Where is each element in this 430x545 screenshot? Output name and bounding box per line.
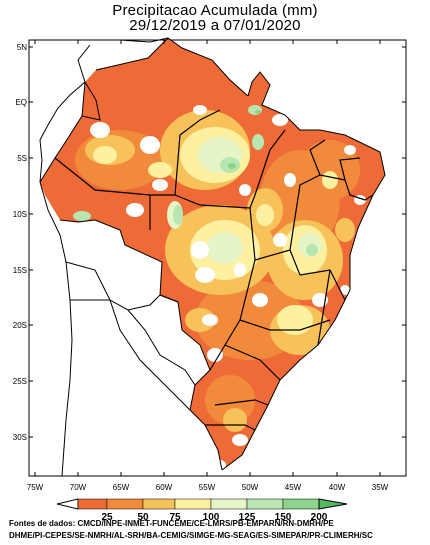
country-borders	[39, 37, 386, 477]
colorbar: 25 50 75 100 125 150 200	[56, 498, 348, 523]
data-sources-line-1: Fontes de dados: CMCD/INPE-INMET-FUNCEME…	[9, 519, 334, 528]
colorbar-tick-label: 150	[275, 512, 292, 523]
colorbar-tick-label: 75	[169, 512, 181, 523]
longitude-labels: 75W 70W 65W 60W 55W 50W 45W 40W 35W	[27, 483, 389, 492]
lon-label: 70W	[70, 483, 87, 492]
colorbar-bin	[210, 498, 248, 510]
lat-label: 5S	[17, 154, 27, 163]
lon-label: 35W	[372, 483, 389, 492]
colorbar-bin	[282, 498, 320, 510]
lat-label: 25S	[13, 377, 27, 386]
colorbar-bin	[106, 498, 144, 510]
latitude-labels: 5N EQ 5S 10S 15S 20S 25S 30S	[13, 43, 27, 442]
colorbar-tick-label: 125	[239, 512, 256, 523]
colorbar-bin	[142, 498, 176, 510]
colorbar-bin	[77, 498, 108, 510]
lat-label: 5N	[17, 43, 27, 52]
lon-label: 50W	[242, 483, 259, 492]
data-sources-line-2: DHME/PI-CEPES/SE-NMRH/AL-SRH/BA-CEMIG/SI…	[9, 531, 373, 540]
colorbar-bin	[174, 498, 212, 510]
colorbar-bin	[246, 498, 284, 510]
colorbar-tick-label: 25	[101, 512, 113, 523]
lon-label: 55W	[199, 483, 216, 492]
lat-label: EQ	[15, 98, 27, 107]
state-borders	[54, 109, 374, 431]
lon-label: 45W	[285, 483, 302, 492]
lat-label: 15S	[13, 266, 27, 275]
map-date-range: 29/12/2019 a 07/01/2020	[129, 17, 301, 34]
lon-label: 60W	[156, 483, 173, 492]
map-title: Precipitacao Acumulada (mm)	[112, 2, 318, 19]
colorbar-tick-label: 100	[203, 512, 220, 523]
colorbar-tick-label: 50	[137, 512, 149, 523]
colorbar-high-arrow	[318, 498, 348, 510]
lat-label: 20S	[13, 321, 27, 330]
lon-label: 40W	[329, 483, 346, 492]
lat-label: 10S	[13, 210, 27, 219]
lat-label: 30S	[13, 433, 27, 442]
colorbar-low-arrow	[56, 498, 79, 510]
lon-label: 65W	[113, 483, 130, 492]
axis-ticks	[29, 40, 406, 476]
lon-label: 75W	[27, 483, 44, 492]
colorbar-tick-label: 200	[311, 512, 328, 523]
